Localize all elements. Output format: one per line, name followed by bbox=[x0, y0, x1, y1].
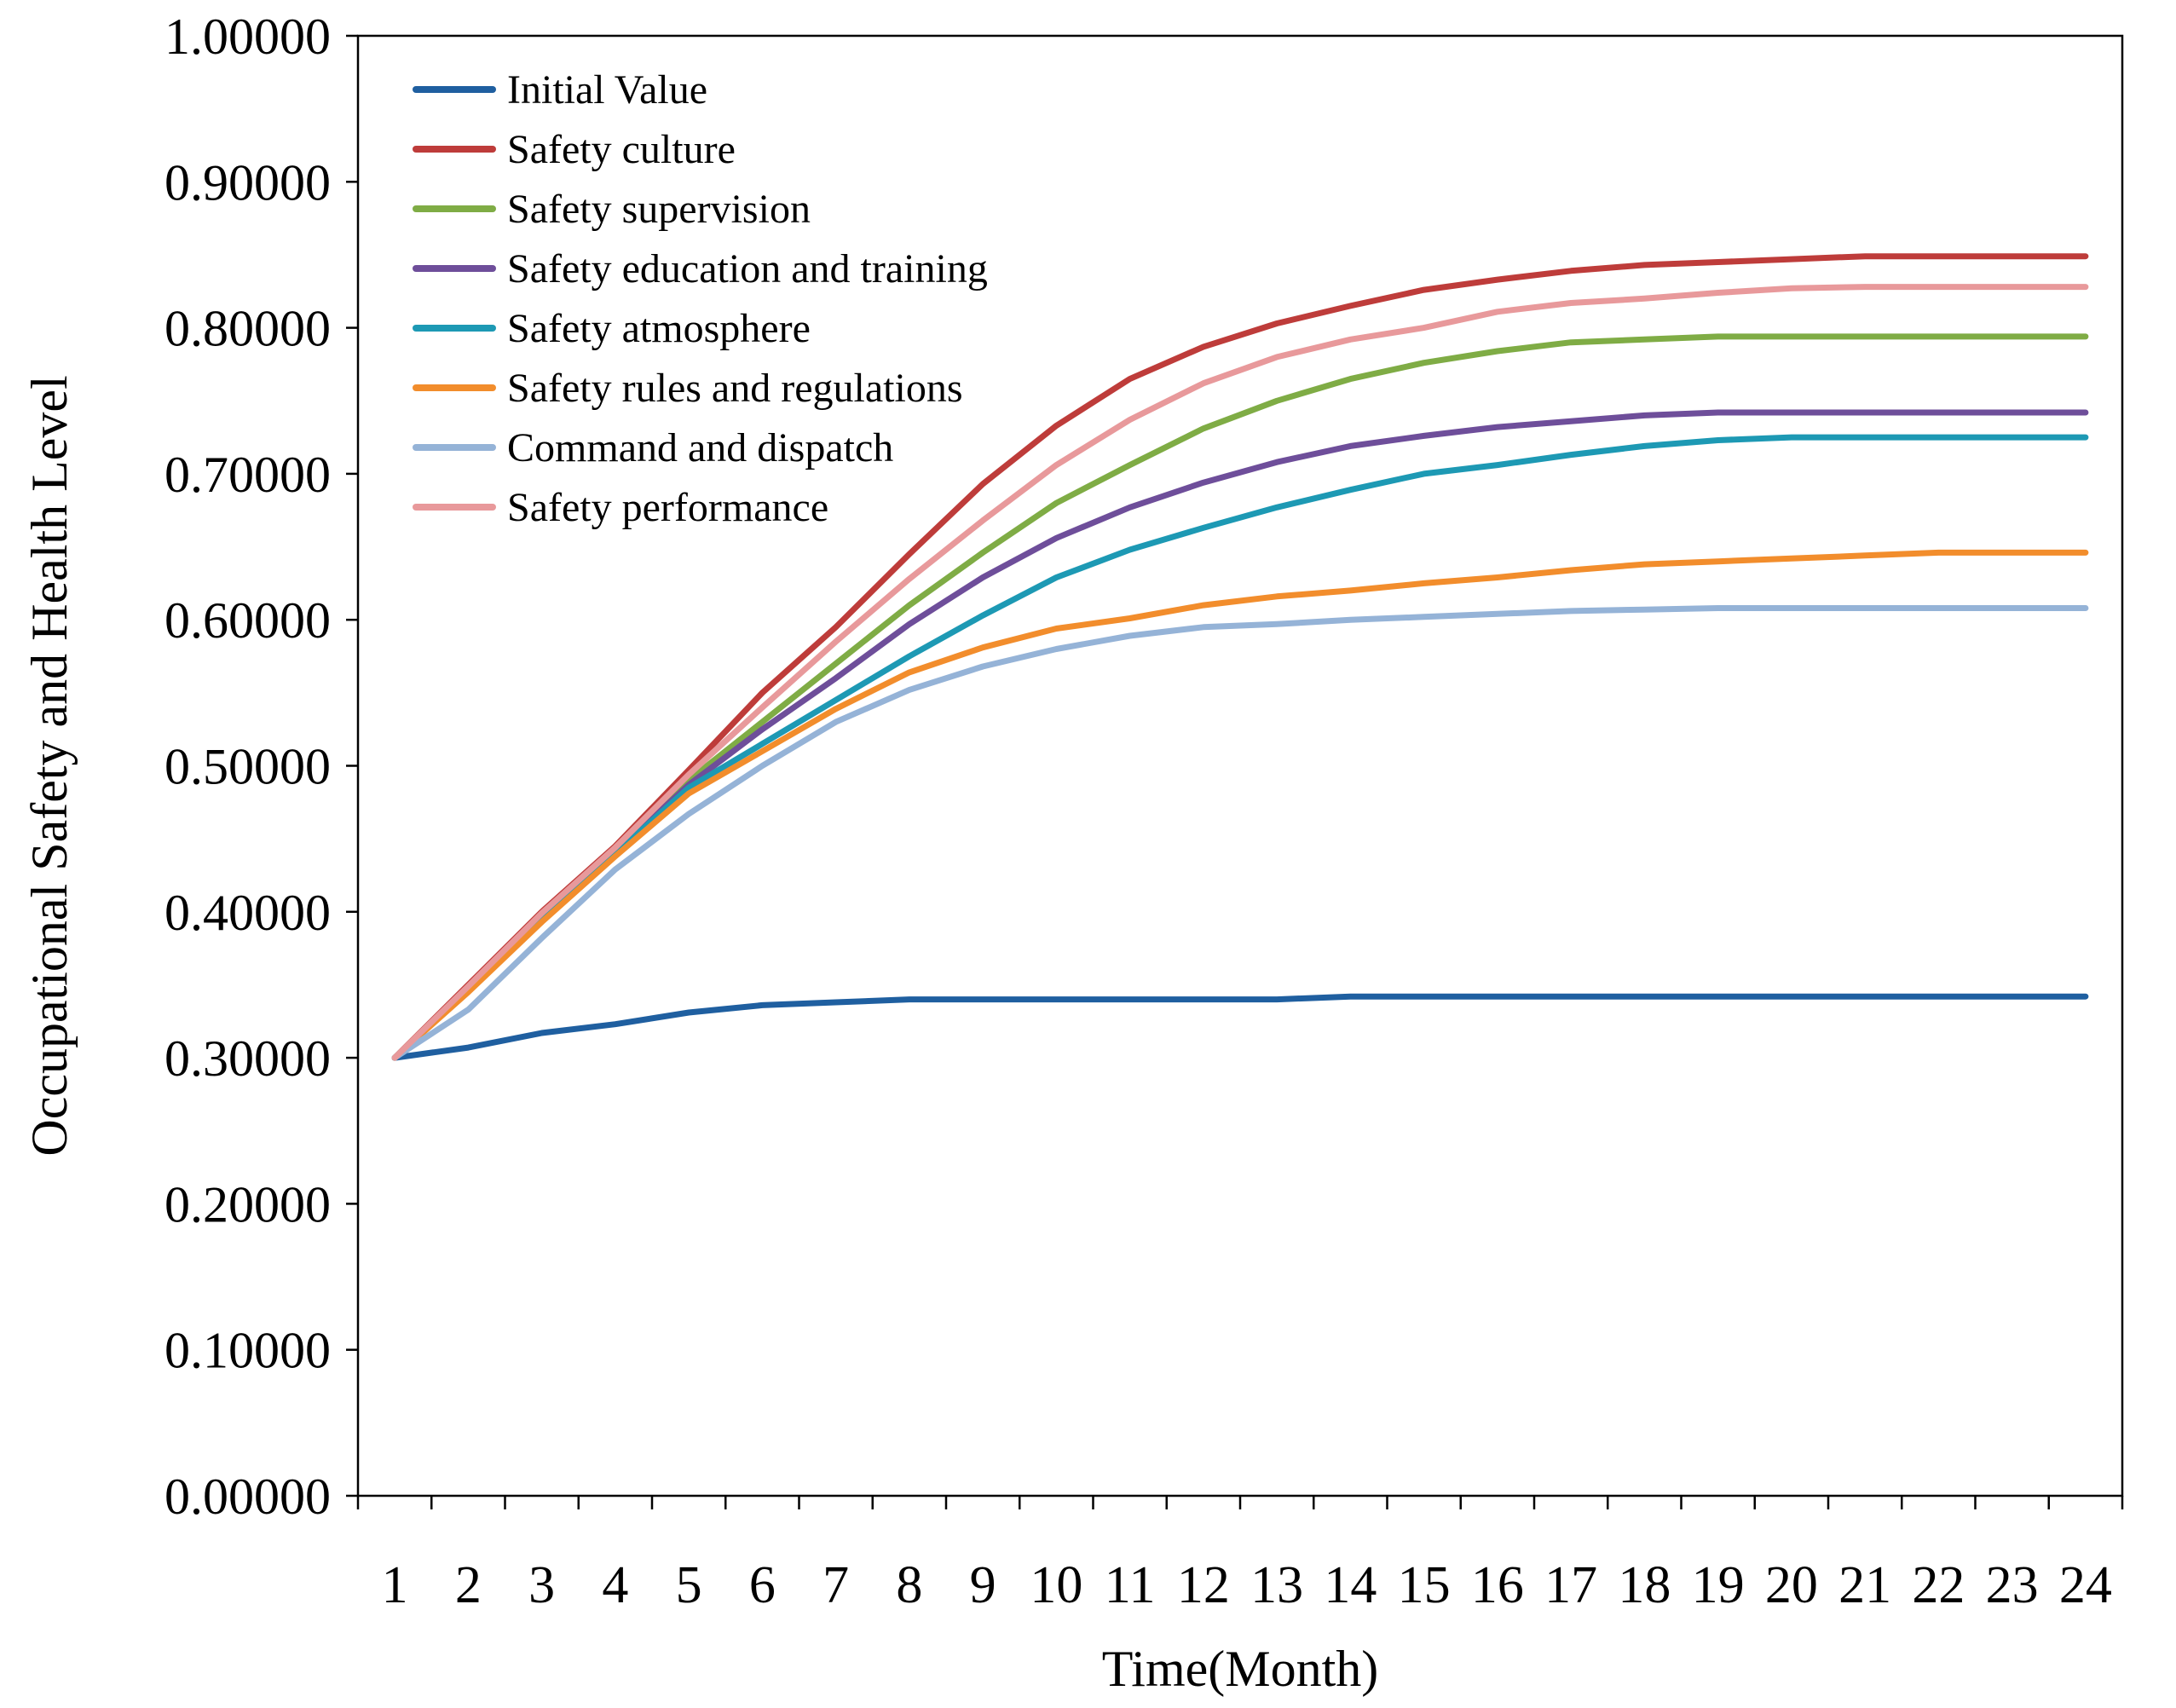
y-tick-label: 0.10000 bbox=[164, 1323, 331, 1379]
x-tick-label: 21 bbox=[1838, 1556, 1891, 1614]
x-tick-label: 11 bbox=[1105, 1556, 1156, 1614]
x-tick-label: 1 bbox=[382, 1556, 408, 1614]
y-tick-label: 0.40000 bbox=[164, 885, 331, 941]
x-tick-label: 9 bbox=[970, 1556, 996, 1614]
series-lines bbox=[391, 253, 2089, 1061]
series-line bbox=[391, 993, 2089, 1061]
legend-label: Initial Value bbox=[507, 67, 707, 113]
y-tick-label: 0.70000 bbox=[164, 447, 331, 503]
x-tick-label: 3 bbox=[528, 1556, 555, 1614]
x-tick-label: 24 bbox=[2059, 1556, 2112, 1614]
y-tick-label: 0.30000 bbox=[164, 1030, 331, 1087]
x-tick-label: 23 bbox=[1986, 1556, 2039, 1614]
legend-label: Safety atmosphere bbox=[507, 306, 811, 351]
x-tick-label: 20 bbox=[1765, 1556, 1818, 1614]
y-axis: 0.00000 0.10000 0.20000 0.30000 0.40000 0.500… bbox=[164, 9, 358, 1525]
series-line bbox=[391, 549, 2089, 1061]
y-tick-label: 0.50000 bbox=[164, 739, 331, 795]
x-tick-label: 2 bbox=[455, 1556, 482, 1614]
series-line bbox=[391, 434, 2089, 1061]
x-tick-label: 8 bbox=[896, 1556, 922, 1614]
x-tick-label: 22 bbox=[1912, 1556, 1965, 1614]
y-tick-label: 1.00000 bbox=[164, 9, 331, 65]
x-tick-label: 4 bbox=[602, 1556, 628, 1614]
y-tick-label: 0.60000 bbox=[164, 592, 331, 649]
x-tick-label: 6 bbox=[749, 1556, 776, 1614]
x-tick-label: 16 bbox=[1471, 1556, 1524, 1614]
y-axis-title: Occupational Safety and Health Level bbox=[21, 375, 78, 1156]
y-tick-label: 0.80000 bbox=[164, 301, 331, 357]
legend-label: Safety education and training bbox=[507, 246, 988, 291]
legend-label: Safety supervision bbox=[507, 187, 811, 232]
x-tick-label: 12 bbox=[1177, 1556, 1230, 1614]
x-axis: 1 2 3 4 5 6 7 8 9 10 11 12 13 14 15 16 17 18 19 20 21 22 23 24 bbox=[356, 1496, 2124, 1614]
series-line bbox=[391, 605, 2089, 1061]
y-tick-label: 0.90000 bbox=[164, 154, 331, 211]
x-tick-label: 7 bbox=[822, 1556, 849, 1614]
x-tick-label: 19 bbox=[1692, 1556, 1745, 1614]
legend-label: Safety rules and regulations bbox=[507, 366, 963, 411]
x-tick-label: 15 bbox=[1398, 1556, 1451, 1614]
legend-label: Command and dispatch bbox=[507, 425, 893, 470]
x-tick-label: 14 bbox=[1324, 1556, 1377, 1614]
x-tick-label: 10 bbox=[1030, 1556, 1082, 1614]
x-tick-label: 13 bbox=[1250, 1556, 1303, 1614]
x-tick-label: 5 bbox=[676, 1556, 702, 1614]
y-tick-label: 0.00000 bbox=[164, 1469, 331, 1525]
legend-label: Safety performance bbox=[507, 485, 828, 530]
legend-label: Safety culture bbox=[507, 127, 736, 172]
series-line bbox=[391, 284, 2089, 1061]
x-tick-label: 18 bbox=[1618, 1556, 1671, 1614]
y-tick-label: 0.20000 bbox=[164, 1176, 331, 1232]
x-tick-label: 17 bbox=[1544, 1556, 1597, 1614]
series-line bbox=[391, 333, 2089, 1061]
x-axis-title: Time(Month) bbox=[1102, 1641, 1379, 1697]
legend: Initial Value Safety culture Safety superv… bbox=[413, 67, 988, 530]
